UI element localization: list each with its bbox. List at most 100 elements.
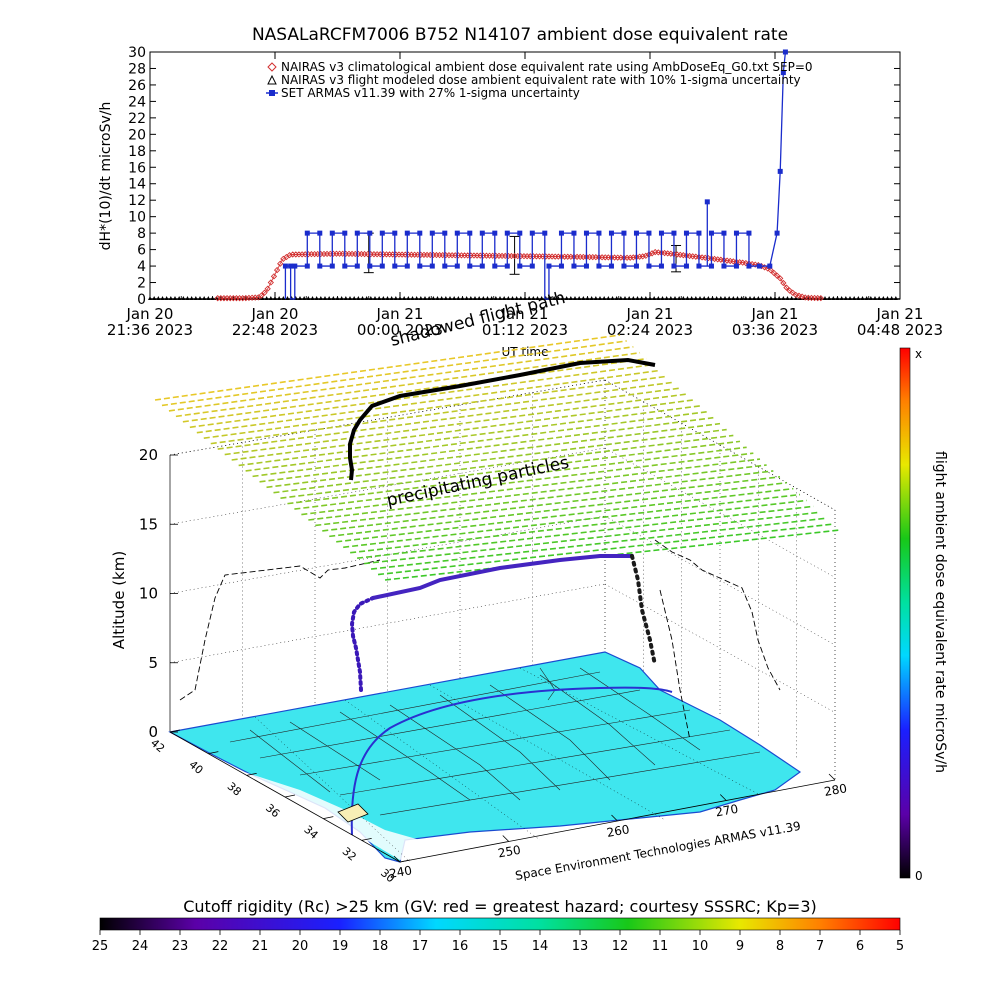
series-nairas-flight-marker <box>431 296 436 300</box>
rigidity-tick-label: 11 <box>652 939 669 954</box>
lat-tick-mark <box>208 751 219 755</box>
series-armas-marker <box>583 230 589 236</box>
series-armas-marker <box>733 263 739 269</box>
particle-sheet-line <box>196 369 661 434</box>
series-nairas-flight-marker <box>777 296 782 300</box>
series-armas-marker <box>517 263 523 269</box>
lat-tick-label: 32 <box>340 845 359 864</box>
series-armas-marker <box>329 263 335 269</box>
series-nairas-flight-marker <box>510 296 515 300</box>
series-armas-marker <box>558 230 564 236</box>
series-armas-marker <box>329 230 335 236</box>
rigidity-tick-label: 22 <box>212 939 229 954</box>
series-nairas-flight-marker <box>327 296 332 300</box>
series-nairas-flight-marker <box>893 296 898 300</box>
y-tick-label: 26 <box>128 78 146 94</box>
series-armas-marker <box>454 230 460 236</box>
series-armas-marker <box>429 230 435 236</box>
series-nairas-flight-marker <box>281 296 286 300</box>
series-nairas-flight-marker <box>735 296 740 300</box>
alt-tick-label: 20 <box>139 446 158 464</box>
series-nairas-flight-marker <box>202 296 207 300</box>
series-armas-marker <box>379 263 385 269</box>
series-nairas-flight-marker <box>464 296 469 300</box>
series-nairas-clim-marker <box>777 275 784 282</box>
series-armas-marker <box>379 230 385 236</box>
series-nairas-flight-marker <box>298 296 302 300</box>
series-nairas-flight-marker <box>452 296 457 300</box>
rigidity-tick-label: 24 <box>132 939 149 954</box>
series-nairas-flight-marker <box>798 296 802 300</box>
series-armas-marker <box>621 263 627 269</box>
series-armas-marker <box>733 230 739 236</box>
series-nairas-flight-marker <box>885 296 890 300</box>
legend-symbol-square <box>269 90 275 96</box>
series-nairas-flight-marker <box>673 296 677 300</box>
series-nairas-flight-marker <box>702 296 707 300</box>
series-nairas-flight-marker <box>823 296 827 300</box>
series-armas-marker <box>774 230 780 236</box>
series-nairas-flight-marker <box>864 296 869 300</box>
series-nairas-flight-marker <box>623 296 627 300</box>
rigidity-tick-label: 13 <box>572 939 589 954</box>
y-tick-label: 2 <box>137 276 146 292</box>
series-nairas-clim-marker <box>780 279 787 287</box>
altitude-profile-walls <box>179 539 781 741</box>
series-nairas-flight-marker <box>710 296 715 300</box>
series-nairas-clim-marker <box>267 279 274 286</box>
series-nairas-flight-marker <box>639 296 644 300</box>
alt-tick-label: 10 <box>139 585 158 603</box>
particle-sheet-line <box>161 340 627 407</box>
flight-climb-segment <box>349 596 375 692</box>
flight-path-3d <box>349 554 657 692</box>
particle-sheet-line <box>370 517 827 570</box>
rigidity-colorbar-ticks: 25 24 23 22 21 20 19 18 17 16 15 14 13 12 11 10 9 8 7 6 5 <box>92 930 904 954</box>
timeseries-title: NASALaRCFM7006 B752 N14107 ambient dose … <box>252 25 788 45</box>
series-nairas-flight-marker <box>723 296 727 300</box>
longitude-ticks: 240 250 260 270 280 <box>388 773 848 881</box>
series-armas-marker <box>658 263 664 269</box>
series-armas-marker <box>746 263 752 269</box>
ground-flight-track <box>350 686 673 836</box>
ground-track-marker <box>337 803 369 823</box>
series-nairas-clim-marker <box>795 292 803 299</box>
shadowed-flight-path <box>348 357 656 481</box>
timeseries-chart: NASALaRCFM7006 B752 N14107 ambient dose … <box>98 25 943 359</box>
series-nairas-flight-marker <box>652 296 657 300</box>
series-nairas-flight-marker <box>264 296 269 300</box>
series-nairas-flight-marker <box>677 296 682 300</box>
series-nairas-flight-marker <box>310 296 315 300</box>
particle-sheet-line <box>168 346 634 412</box>
particle-sheet-line <box>294 452 754 510</box>
series-armas-marker <box>621 230 627 236</box>
timeseries-series <box>148 49 900 302</box>
series-nairas-clim-marker <box>773 272 781 279</box>
series-armas-marker <box>633 263 639 269</box>
x-tick-label-date: Jan 21 <box>751 305 799 323</box>
series-nairas-flight-marker <box>356 296 361 300</box>
x-tick-label-date: Jan 21 <box>876 305 924 323</box>
series-nairas-flight-marker <box>585 296 590 300</box>
legend-entry-text: SET ARMAS v11.39 with 27% 1-sigma uncert… <box>281 86 580 100</box>
series-armas-marker <box>492 230 498 236</box>
series-nairas-flight-marker <box>589 296 594 300</box>
series-nairas-flight-marker <box>718 296 723 300</box>
series-nairas-flight-marker <box>318 296 323 300</box>
series-nairas-flight-marker <box>873 296 877 300</box>
y-tick-label: 16 <box>128 160 146 176</box>
rigidity-tick-label: 8 <box>776 939 784 954</box>
series-nairas-flight-marker <box>323 296 327 300</box>
series-armas-marker <box>608 230 614 236</box>
series-nairas-flight-marker <box>285 296 290 300</box>
x-tick-label-date: Jan 20 <box>126 305 174 323</box>
series-nairas-flight-marker <box>560 296 565 300</box>
series-nairas-flight-marker <box>185 296 190 300</box>
rigidity-tick-label: 10 <box>692 939 709 954</box>
series-nairas-flight-marker <box>473 296 477 300</box>
series-nairas-flight-marker <box>502 296 507 300</box>
rigidity-tick-label: 16 <box>452 939 469 954</box>
series-nairas-flight-marker <box>156 296 161 300</box>
